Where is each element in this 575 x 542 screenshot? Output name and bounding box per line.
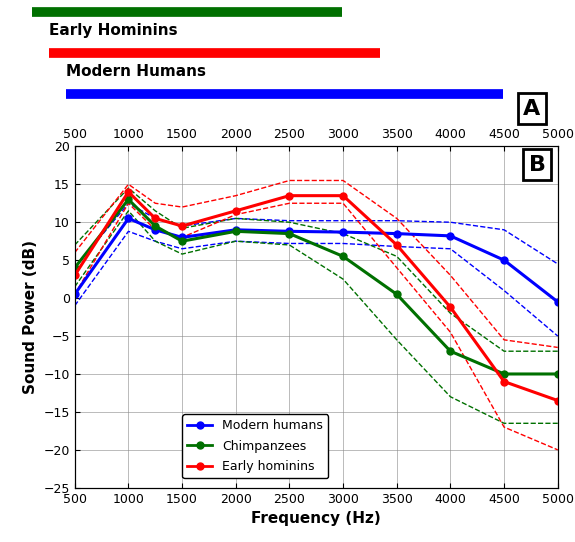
Text: Early Hominins: Early Hominins — [49, 23, 178, 38]
Text: Modern Humans: Modern Humans — [66, 64, 206, 80]
Legend: Modern humans, Chimpanzees, Early hominins: Modern humans, Chimpanzees, Early homini… — [182, 414, 328, 478]
Text: B: B — [528, 155, 546, 175]
Y-axis label: Sound Power (dB): Sound Power (dB) — [23, 240, 38, 394]
Text: A: A — [523, 99, 540, 119]
X-axis label: Frequency (Hz): Frequency (Hz) — [251, 511, 381, 526]
